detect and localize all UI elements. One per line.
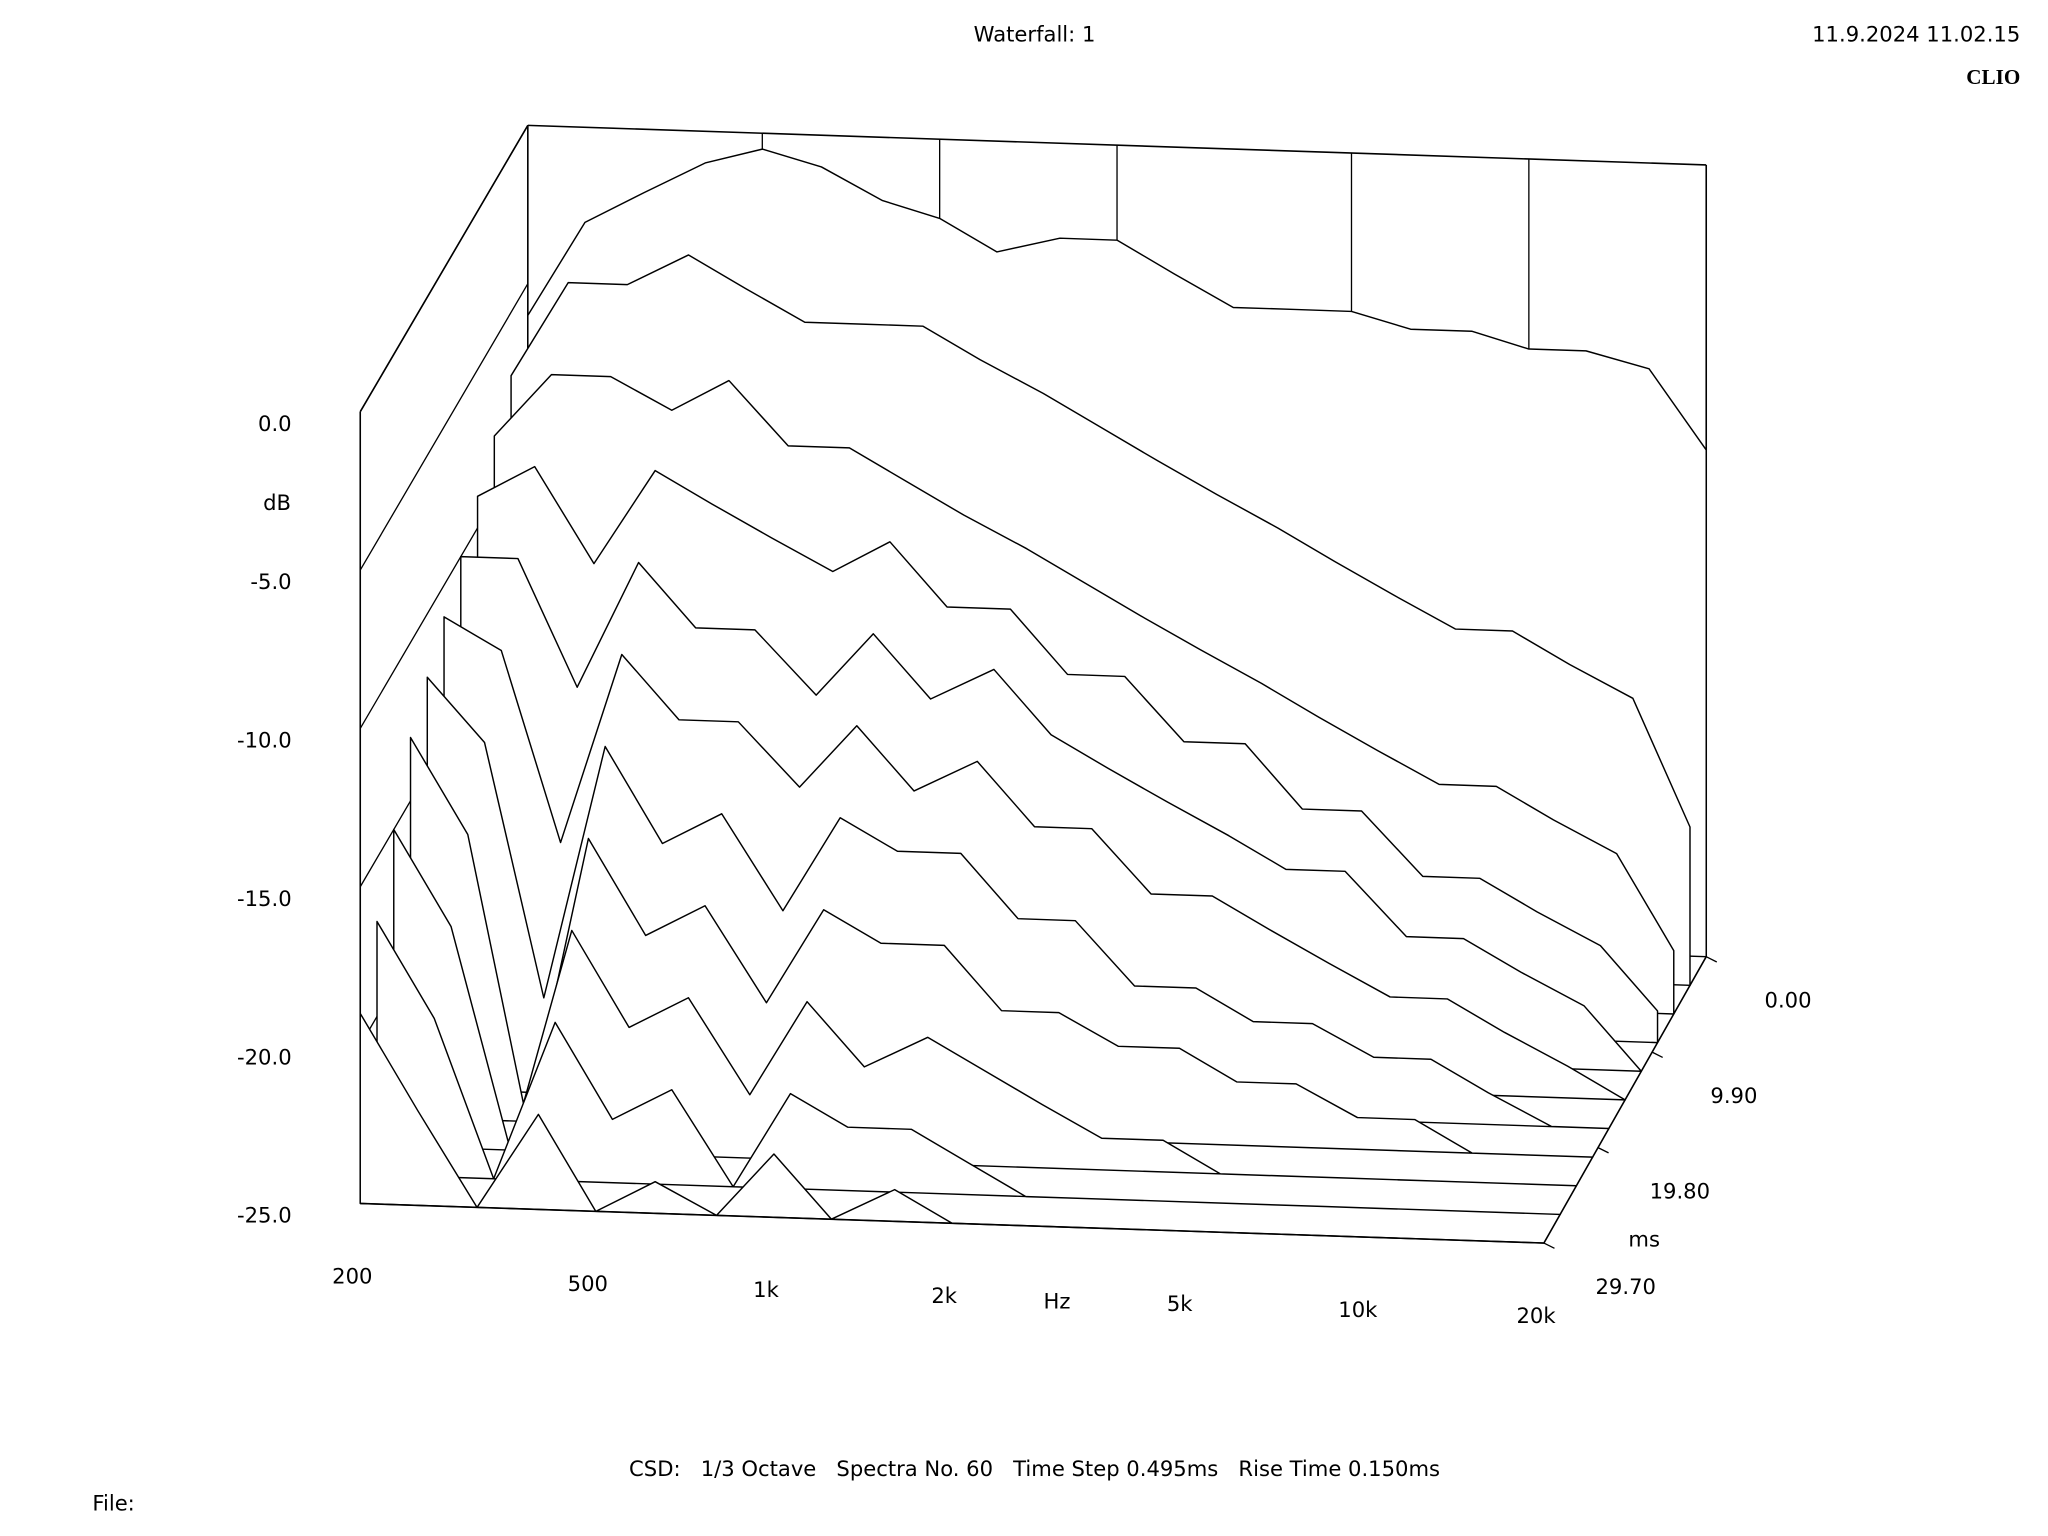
z-tick-mark: [1705, 956, 1718, 963]
x-tick-label: 20k: [1516, 1303, 1556, 1328]
spectrum-line: [393, 828, 1578, 1187]
z-tick-label: 9.90: [1710, 1083, 1757, 1108]
frame-edge: [360, 956, 1707, 1244]
z-tick-label: 0.00: [1765, 988, 1812, 1013]
z-tick-mark: [1597, 1147, 1609, 1154]
y-axis-title: dB: [263, 490, 291, 515]
z-tick-mark: [1543, 1242, 1555, 1249]
y-tick-label: -20.0: [237, 1044, 292, 1069]
x-tick-label: 200: [332, 1263, 372, 1288]
y-tick-label: 0.0: [258, 411, 292, 436]
brand: CLIO: [1966, 65, 2020, 89]
x-tick-label: 1k: [753, 1277, 779, 1302]
timestamp: 11.9.2024 11.02.15: [1812, 22, 2020, 47]
x-tick-label: 10k: [1338, 1297, 1378, 1322]
y-tick-label: -5.0: [250, 569, 291, 594]
x-axis-title: Hz: [1044, 1288, 1071, 1313]
y-grid-line: [359, 125, 529, 413]
z-tick-label: 19.80: [1650, 1178, 1710, 1203]
spectra: [359, 148, 1707, 1244]
y-tick-label: -25.0: [237, 1203, 292, 1228]
y-tick-label: -10.0: [237, 728, 292, 753]
y-grid-line: [359, 283, 529, 571]
z-tick-label: 29.70: [1596, 1274, 1656, 1299]
y-tick-label: -15.0: [237, 886, 292, 911]
chart-title: Waterfall: 1: [974, 22, 1096, 47]
x-tick-label: 5k: [1167, 1291, 1193, 1316]
x-tick-label: 500: [568, 1271, 608, 1296]
z-axis-title: ms: [1628, 1226, 1660, 1251]
spectrum-line: [376, 920, 1561, 1216]
z-tick-mark: [1651, 1051, 1663, 1059]
footer: CSD: 1/3 Octave Spectra No. 60 Time Step…: [629, 1456, 1440, 1481]
x-tick-label: 2k: [931, 1283, 957, 1308]
file-label: File:: [92, 1490, 134, 1515]
frame-edge: [527, 124, 1707, 166]
